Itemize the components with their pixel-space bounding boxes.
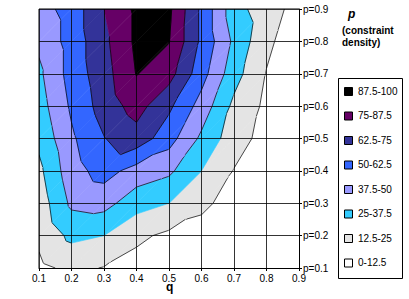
svg-text:p=0.4: p=0.4 [303, 165, 329, 176]
svg-text:q: q [166, 280, 174, 294]
svg-text:0.6: 0.6 [195, 273, 209, 284]
svg-text:0.2: 0.2 [65, 273, 79, 284]
svg-text:p=0.7: p=0.7 [303, 68, 329, 79]
svg-text:density): density) [342, 37, 380, 48]
svg-text:0.4: 0.4 [130, 273, 144, 284]
svg-text:0.5: 0.5 [162, 273, 176, 284]
svg-text:p=0.1: p=0.1 [303, 263, 329, 274]
svg-text:25-37.5: 25-37.5 [358, 208, 392, 219]
svg-text:p=0.3: p=0.3 [303, 198, 329, 209]
svg-text:0.3: 0.3 [97, 273, 111, 284]
svg-text:p=0.9: p=0.9 [303, 4, 329, 15]
svg-text:p=0.2: p=0.2 [303, 230, 329, 241]
svg-text:12.5-25: 12.5-25 [358, 233, 392, 244]
svg-text:p=0.5: p=0.5 [303, 133, 329, 144]
svg-text:(constraint: (constraint [342, 25, 396, 36]
svg-text:0.9: 0.9 [292, 273, 306, 284]
svg-text:p: p [347, 7, 355, 21]
svg-text:0.7: 0.7 [227, 273, 241, 284]
svg-text:62.5-75: 62.5-75 [358, 135, 392, 146]
svg-text:0.1: 0.1 [32, 273, 46, 284]
svg-text:50-62.5: 50-62.5 [358, 159, 392, 170]
svg-text:p=0.8: p=0.8 [303, 36, 329, 47]
svg-text:87.5-100: 87.5-100 [358, 86, 398, 97]
svg-text:p=0.6: p=0.6 [303, 101, 329, 112]
svg-text:0-12.5: 0-12.5 [358, 257, 387, 268]
svg-text:75-87.5: 75-87.5 [358, 110, 392, 121]
svg-text:0.8: 0.8 [260, 273, 274, 284]
svg-text:37.5-50: 37.5-50 [358, 184, 392, 195]
